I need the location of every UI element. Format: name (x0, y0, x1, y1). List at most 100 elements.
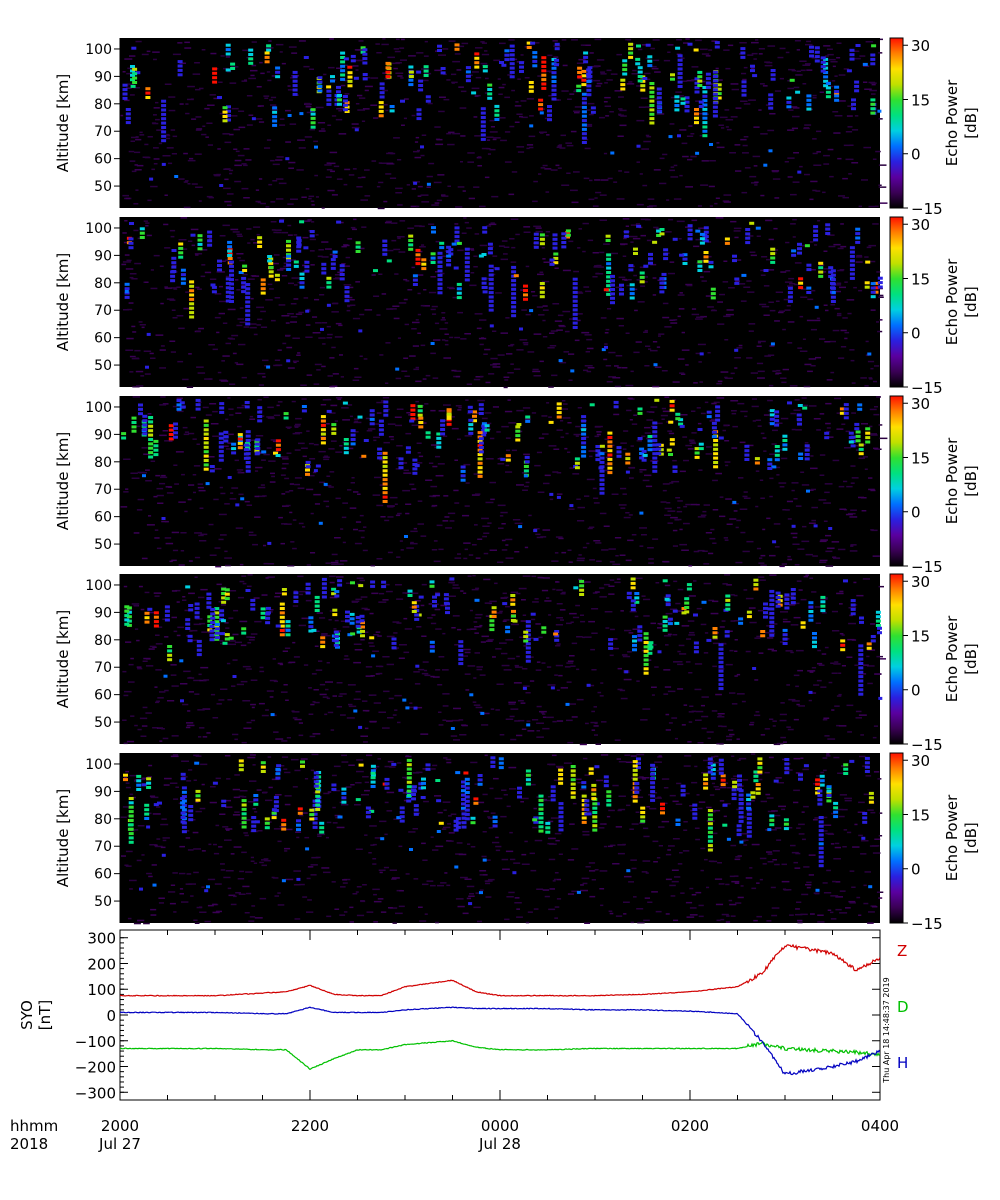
echo-noise-mark (195, 116, 202, 118)
echo-noise-mark (364, 85, 373, 88)
echo-noise-mark (688, 125, 693, 127)
echo-cell (410, 417, 416, 421)
echo-cell (122, 88, 128, 92)
echo-cell (586, 93, 592, 97)
echo-noise-mark (294, 426, 299, 428)
echo-noise-mark (812, 152, 818, 155)
echo-noise-mark (740, 300, 747, 302)
echo-noise-mark (741, 72, 747, 75)
echo-noise-mark (516, 484, 524, 486)
echo-noise-mark (577, 407, 582, 409)
echo-noise-mark (743, 103, 751, 105)
echo-noise-mark (705, 453, 713, 455)
echo-cell (305, 472, 310, 476)
echo-noise-mark (525, 692, 531, 694)
echo-noise-mark (620, 115, 627, 117)
echo-cell (768, 149, 773, 153)
echo-cell (440, 71, 446, 75)
echo-noise-mark (501, 549, 508, 551)
echo-noise-mark (774, 197, 780, 199)
echo-noise-mark (654, 71, 661, 73)
echo-noise-mark (752, 155, 761, 158)
echo-noise-mark (430, 485, 438, 488)
echo-noise-mark (237, 318, 244, 320)
echo-cell (877, 281, 883, 285)
echo-noise-mark (495, 292, 502, 294)
echo-cell (122, 92, 128, 96)
echo-cell (870, 57, 876, 61)
echo-noise-mark (346, 447, 354, 450)
echo-noise-mark (400, 59, 407, 61)
echo-cell (177, 64, 183, 68)
echo-cell (865, 427, 871, 431)
echo-cell (647, 443, 653, 447)
echo-noise-mark (845, 430, 850, 433)
echo-cell (305, 468, 310, 472)
echo-cell (168, 428, 174, 432)
echo-noise-mark (475, 557, 481, 559)
echo-cell (292, 92, 298, 96)
echo-noise-mark (178, 178, 185, 180)
echo-noise-mark (560, 687, 568, 689)
echo-noise-mark (172, 405, 177, 408)
echo-noise-mark (500, 332, 508, 334)
echo-noise-mark (662, 489, 667, 492)
echo-noise-mark (511, 449, 517, 452)
echo-noise-mark (856, 254, 863, 257)
echo-cell (446, 412, 452, 416)
echo-noise-mark (442, 705, 449, 707)
colorbar-label: Echo Power (943, 258, 961, 345)
echo-noise-mark (522, 614, 527, 616)
echo-cell (702, 121, 708, 125)
echo-noise-mark (673, 319, 678, 321)
echo-cell (230, 67, 236, 70)
echo-noise-mark (267, 417, 275, 419)
echo-noise-mark (227, 442, 232, 444)
echo-noise-mark (258, 384, 264, 386)
echo-cell (142, 414, 148, 418)
echo-noise-mark (123, 458, 131, 460)
echo-cell (599, 491, 605, 495)
echo-noise-mark (438, 410, 446, 412)
echo-noise-mark (460, 590, 464, 592)
echo-noise-mark (285, 491, 290, 493)
echo-noise-mark (193, 491, 196, 494)
echo-cell (130, 69, 135, 73)
echo-cell (581, 454, 587, 458)
echo-cell (314, 145, 318, 149)
echo-cell (478, 407, 484, 411)
echo-noise-mark (130, 140, 135, 142)
echo-noise-mark (818, 499, 827, 501)
echo-noise-mark (325, 562, 331, 564)
echo-cell (694, 447, 700, 451)
echo-noise-mark (661, 407, 666, 410)
echo-noise-mark (178, 501, 186, 503)
echo-noise-mark (126, 740, 135, 743)
echo-noise-mark (133, 604, 138, 607)
echo-noise-mark (279, 118, 285, 120)
echo-cell (326, 98, 332, 102)
echo-noise-mark (399, 220, 406, 222)
echo-noise-mark (532, 601, 539, 603)
echo-noise-mark (668, 722, 673, 724)
echo-noise-mark (535, 227, 542, 229)
echo-noise-mark (490, 364, 497, 366)
echo-cell (694, 455, 700, 459)
echo-cell (687, 224, 693, 228)
echo-cell (554, 47, 560, 51)
echo-noise-mark (214, 293, 222, 295)
echo-cell (326, 276, 332, 280)
echo-noise-mark (373, 295, 380, 297)
echo-noise-mark (819, 91, 824, 93)
echo-noise-mark (297, 487, 305, 489)
echo-cell (437, 282, 443, 286)
echo-noise-mark (178, 327, 185, 330)
echo-noise-mark (147, 136, 153, 138)
echo-cell (437, 286, 443, 290)
echo-noise-mark (241, 163, 247, 165)
echo-noise-mark (808, 358, 817, 360)
echo-cell (586, 88, 592, 92)
echo-noise-mark (501, 523, 506, 525)
echo-noise-mark (141, 447, 148, 449)
